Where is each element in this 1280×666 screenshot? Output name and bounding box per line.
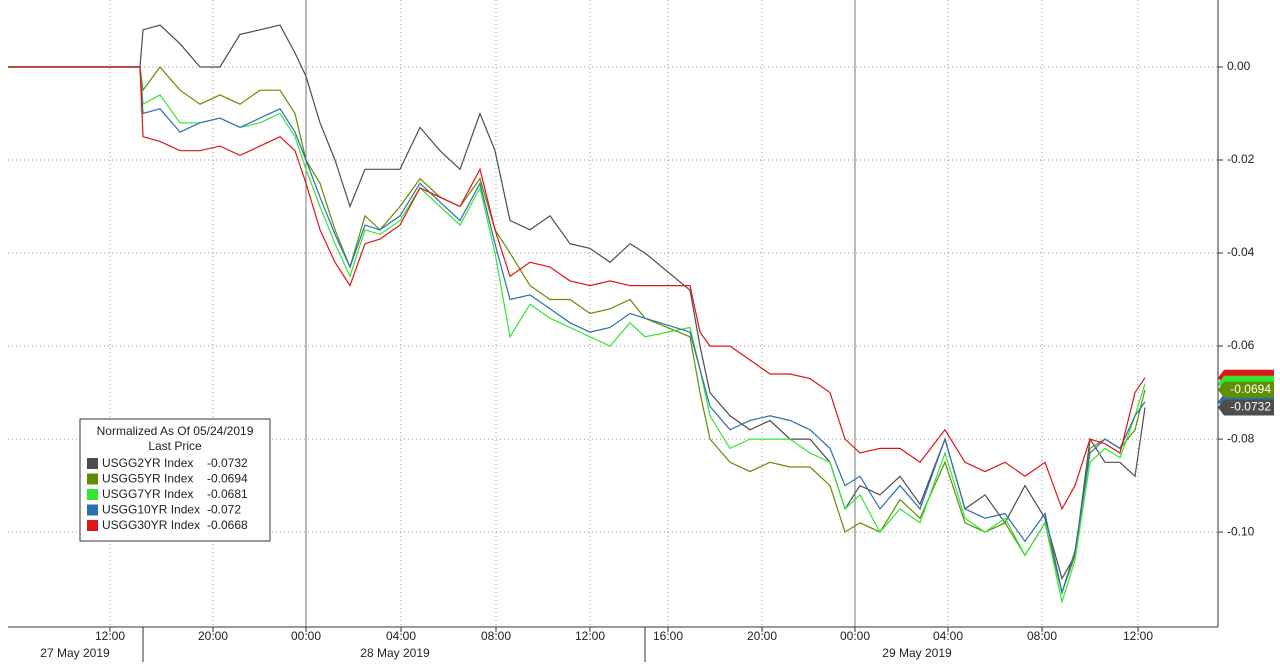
- x-tick-label: 00:00: [291, 629, 321, 643]
- date-label: 28 May 2019: [360, 646, 430, 660]
- series-line: [8, 66, 1146, 511]
- legend-value: -0.0681: [207, 487, 248, 501]
- legend-swatch: [87, 458, 98, 469]
- series-line: [8, 24, 1146, 581]
- value-tag-label: -0.0732: [1230, 400, 1271, 414]
- legend-label: USGG10YR Index: [102, 503, 200, 517]
- x-tick-label: 00:00: [840, 629, 870, 643]
- legend-subtitle: Last Price: [148, 439, 202, 453]
- x-tick-label: 20:00: [198, 629, 228, 643]
- legend-swatch: [87, 504, 98, 516]
- x-tick-label: 08:00: [481, 629, 511, 643]
- y-tick-label: -0.08: [1227, 431, 1255, 445]
- series-line: [8, 66, 1146, 605]
- legend-label: USGG2YR Index: [102, 456, 193, 470]
- legend-value: -0.0732: [207, 456, 248, 470]
- legend-value: -0.072: [207, 503, 241, 517]
- y-tick-label: 0.00: [1227, 59, 1251, 73]
- x-tick-label: 04:00: [386, 629, 416, 643]
- legend-box: [79, 418, 271, 542]
- legend-label: USGG7YR Index: [102, 487, 193, 501]
- legend-swatch: [87, 520, 98, 531]
- x-tick-label: 12:00: [575, 629, 605, 643]
- x-tick-label: 20:00: [747, 629, 777, 643]
- series-line: [8, 66, 1146, 595]
- legend-swatch: [87, 473, 98, 485]
- value-tag: [1218, 399, 1274, 416]
- legend-label: USGG30YR Index: [102, 518, 200, 532]
- x-tick-label: 16:00: [653, 629, 683, 643]
- value-tag: [1218, 381, 1274, 398]
- legend-value: -0.0694: [207, 472, 248, 486]
- y-tick-label: -0.10: [1227, 524, 1255, 538]
- x-tick-label: 12:00: [1123, 629, 1153, 643]
- date-label: 29 May 2019: [882, 646, 952, 660]
- y-tick-label: -0.02: [1227, 152, 1255, 166]
- value-tag-label: -0.0694: [1230, 382, 1271, 396]
- legend-label: USGG5YR Index: [102, 472, 193, 486]
- series-line: [8, 66, 1146, 595]
- x-tick-label: 12:00: [95, 629, 125, 643]
- legend-title: Normalized As Of 05/24/2019: [97, 424, 254, 438]
- legend-value: -0.0668: [207, 518, 248, 532]
- y-tick-label: -0.04: [1227, 245, 1255, 259]
- date-label: 27 May 2019: [40, 646, 110, 660]
- x-tick-label: 08:00: [1027, 629, 1057, 643]
- x-tick-label: 04:00: [933, 629, 963, 643]
- y-tick-label: -0.06: [1227, 338, 1255, 352]
- legend-swatch: [87, 489, 98, 500]
